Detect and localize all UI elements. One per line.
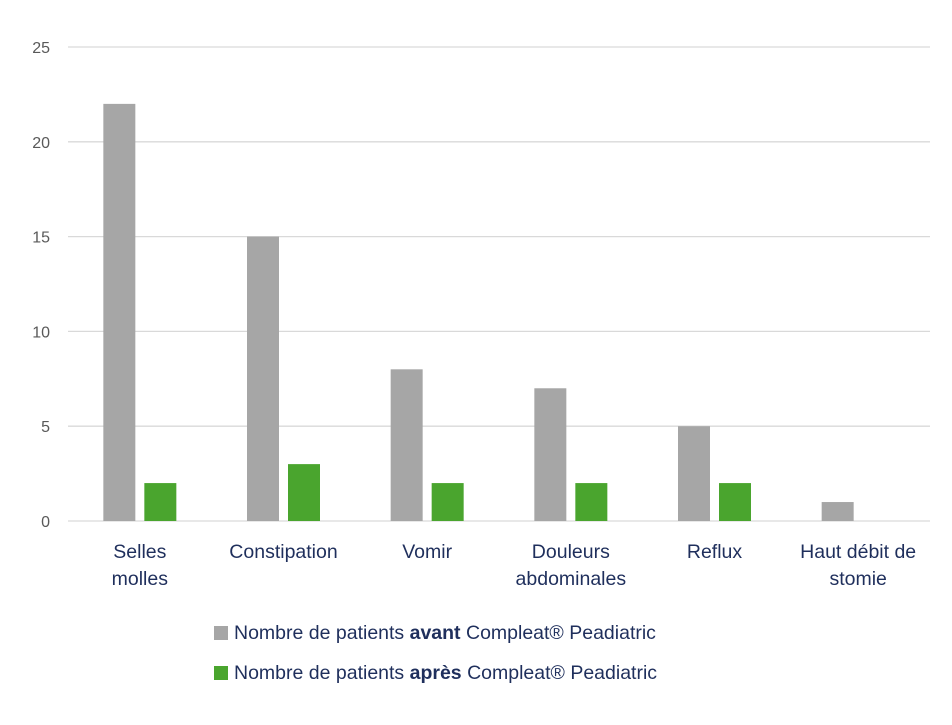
bar-after: [719, 483, 751, 521]
bar-before: [103, 103, 136, 521]
x-category-label-line: abdominales: [516, 568, 627, 590]
legend-swatch-before: [214, 626, 228, 640]
bar-after: [575, 483, 608, 521]
y-tick-label: 15: [32, 230, 50, 247]
legend-label-after-suffix: Compleat® Peadiatric: [461, 661, 658, 684]
legend-label-after-bold: après: [409, 661, 462, 684]
y-tick-label: 20: [32, 135, 50, 152]
legend-swatch-after: [214, 666, 228, 680]
y-tick-label: 5: [41, 419, 50, 436]
bars: [103, 103, 854, 521]
x-category-label: Douleurs abdominales: [516, 541, 627, 590]
legend: Nombre de patients avant Compleat® Peadi…: [214, 618, 914, 698]
y-tick-label: 0: [41, 514, 50, 531]
y-tick-label: 10: [32, 324, 50, 341]
x-category-label: Reflux: [687, 541, 743, 563]
x-category-label-line: Reflux: [687, 541, 743, 563]
x-category-label: Selles molles: [112, 541, 169, 590]
legend-label-before: Nombre de patients avant Compleat® Peadi…: [234, 622, 656, 645]
x-category-label-line: Selles: [113, 541, 166, 563]
bar-chart: 0 5 10 15 20 25 Selles molles Constipation Vomir…: [32, 40, 930, 590]
y-axis-tick-labels: 0 5 10 15 20 25: [32, 40, 50, 531]
x-category-label: Vomir: [402, 541, 452, 563]
legend-item-after: Nombre de patients après Compleat® Peadi…: [214, 658, 914, 688]
legend-label-before-bold: avant: [409, 621, 461, 644]
bar-after: [288, 464, 320, 521]
x-category-label-line: Haut débit de: [800, 541, 916, 563]
legend-item-before: Nombre de patients avant Compleat® Peadi…: [214, 618, 914, 648]
legend-label-before-suffix: Compleat® Peadiatric: [460, 621, 656, 644]
bar-after: [144, 483, 177, 521]
bar-before: [534, 388, 567, 521]
x-category-label: Haut débit de stomie: [800, 541, 916, 590]
gridlines: [68, 46, 930, 522]
bar-before: [247, 236, 279, 521]
legend-label-before-prefix: Nombre de patients: [234, 621, 410, 644]
x-category-label-line: Vomir: [402, 541, 452, 563]
x-category-label-line: Constipation: [229, 541, 337, 563]
bar-after: [431, 483, 464, 521]
legend-label-after: Nombre de patients après Compleat® Peadi…: [234, 662, 657, 685]
x-category-label-line: Douleurs: [532, 541, 610, 563]
x-category-label-line: molles: [112, 568, 169, 590]
bar-before: [390, 369, 423, 521]
y-tick-label: 25: [32, 40, 50, 57]
bar-before: [821, 502, 854, 521]
bar-before: [678, 426, 710, 521]
x-axis-category-labels: Selles molles Constipation Vomir Douleurs abd…: [112, 541, 917, 590]
x-category-label-line: stomie: [829, 568, 886, 590]
legend-label-after-prefix: Nombre de patients: [234, 661, 410, 684]
x-category-label: Constipation: [229, 541, 337, 563]
